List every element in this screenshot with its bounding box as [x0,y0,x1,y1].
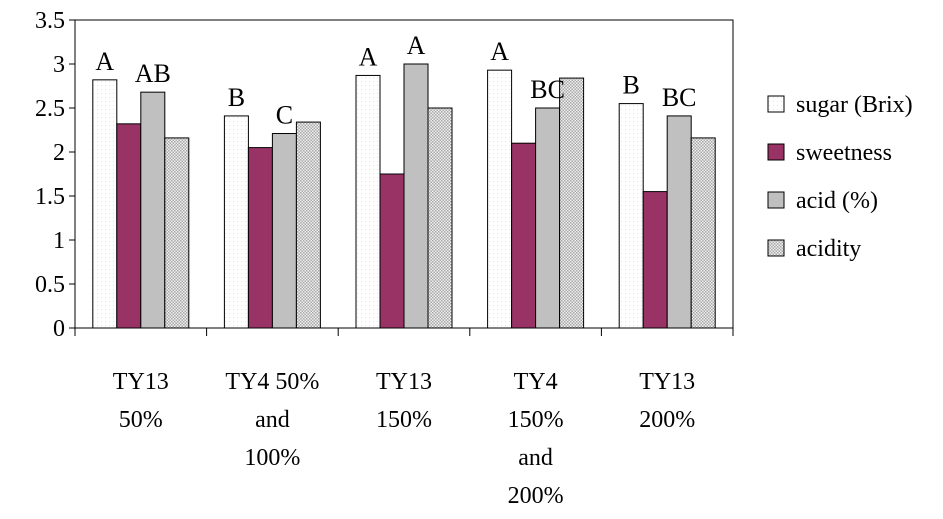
y-tick-label: 1.5 [35,184,65,210]
significance-label: B [228,83,245,112]
legend-label: acidity [796,236,861,262]
x-category-label-line: TY13 [639,369,695,395]
significance-label: BC [662,83,697,112]
bar-acid- [403,63,429,329]
bar-sugar-brix- [487,69,513,329]
bar-acid- [271,133,297,329]
bar-sweetness [379,173,405,329]
x-category-label-line: 100% [244,445,300,471]
x-category-label-line: TY13 [376,369,432,395]
significance-label: A [490,37,509,66]
x-category-label-line: 50% [119,407,163,433]
y-tick-label: 1 [53,228,65,254]
legend-label: sugar (Brix) [796,92,913,118]
bar-acidity [295,121,321,329]
legend-swatch [767,95,785,113]
x-category-label-line: 150% [376,407,432,433]
legend-swatch [767,143,785,161]
x-category-label-line: 150% [508,407,564,433]
significance-label: A [95,47,114,76]
x-category-label-line: and [255,407,290,433]
y-tick-label: 3 [53,52,65,78]
y-tick-label: 3.5 [35,8,65,34]
legend-label: acid (%) [796,188,878,214]
bar-acidity [559,77,585,329]
bar-sweetness [247,147,273,329]
x-category-label-line: TY4 50% [225,369,319,395]
significance-label: A [407,31,426,60]
y-tick-label: 2.5 [35,96,65,122]
bar-sweetness [642,191,668,329]
x-category-label: TY13 150% [376,369,432,433]
legend-swatch [767,239,785,257]
significance-label: BC [530,75,565,104]
bar-acid- [666,115,692,329]
legend-label: sweetness [796,140,892,166]
x-category-label-line: 200% [508,483,564,509]
y-tick-label: 0.5 [35,272,65,298]
bar-sweetness [511,142,537,329]
bar-acid- [140,91,166,329]
x-category-label: TY13 50% [113,369,169,433]
significance-label: C [276,101,293,130]
legend: sugar (Brix) sweetness acid (%) acidity [767,92,913,262]
x-category-label-line: and [518,445,553,471]
bar-sugar-brix- [355,74,381,329]
x-category-label-line: TY13 [113,369,169,395]
x-category-label: TY4 50% and 100% [225,369,319,471]
bar-acid- [535,107,561,329]
x-category-label-line: TY4 [514,369,558,395]
bar-acidity [164,137,190,329]
legend-swatch [767,191,785,209]
x-category-label: TY13 200% [639,369,695,433]
y-tick-label: 2 [53,140,65,166]
bar-sugar-brix- [92,79,118,329]
y-tick-label: 0 [53,316,65,342]
bar-acidity [427,107,453,329]
bar-acidity [690,137,716,329]
bar-sweetness [116,123,142,329]
significance-label: AB [135,59,171,88]
significance-label: A [359,42,378,71]
bar-sugar-brix- [618,103,644,329]
bar-sugar-brix- [223,115,249,329]
significance-label: B [623,71,640,100]
x-category-label-line: 200% [639,407,695,433]
x-category-label: TY4 150% and 200% [508,369,564,509]
